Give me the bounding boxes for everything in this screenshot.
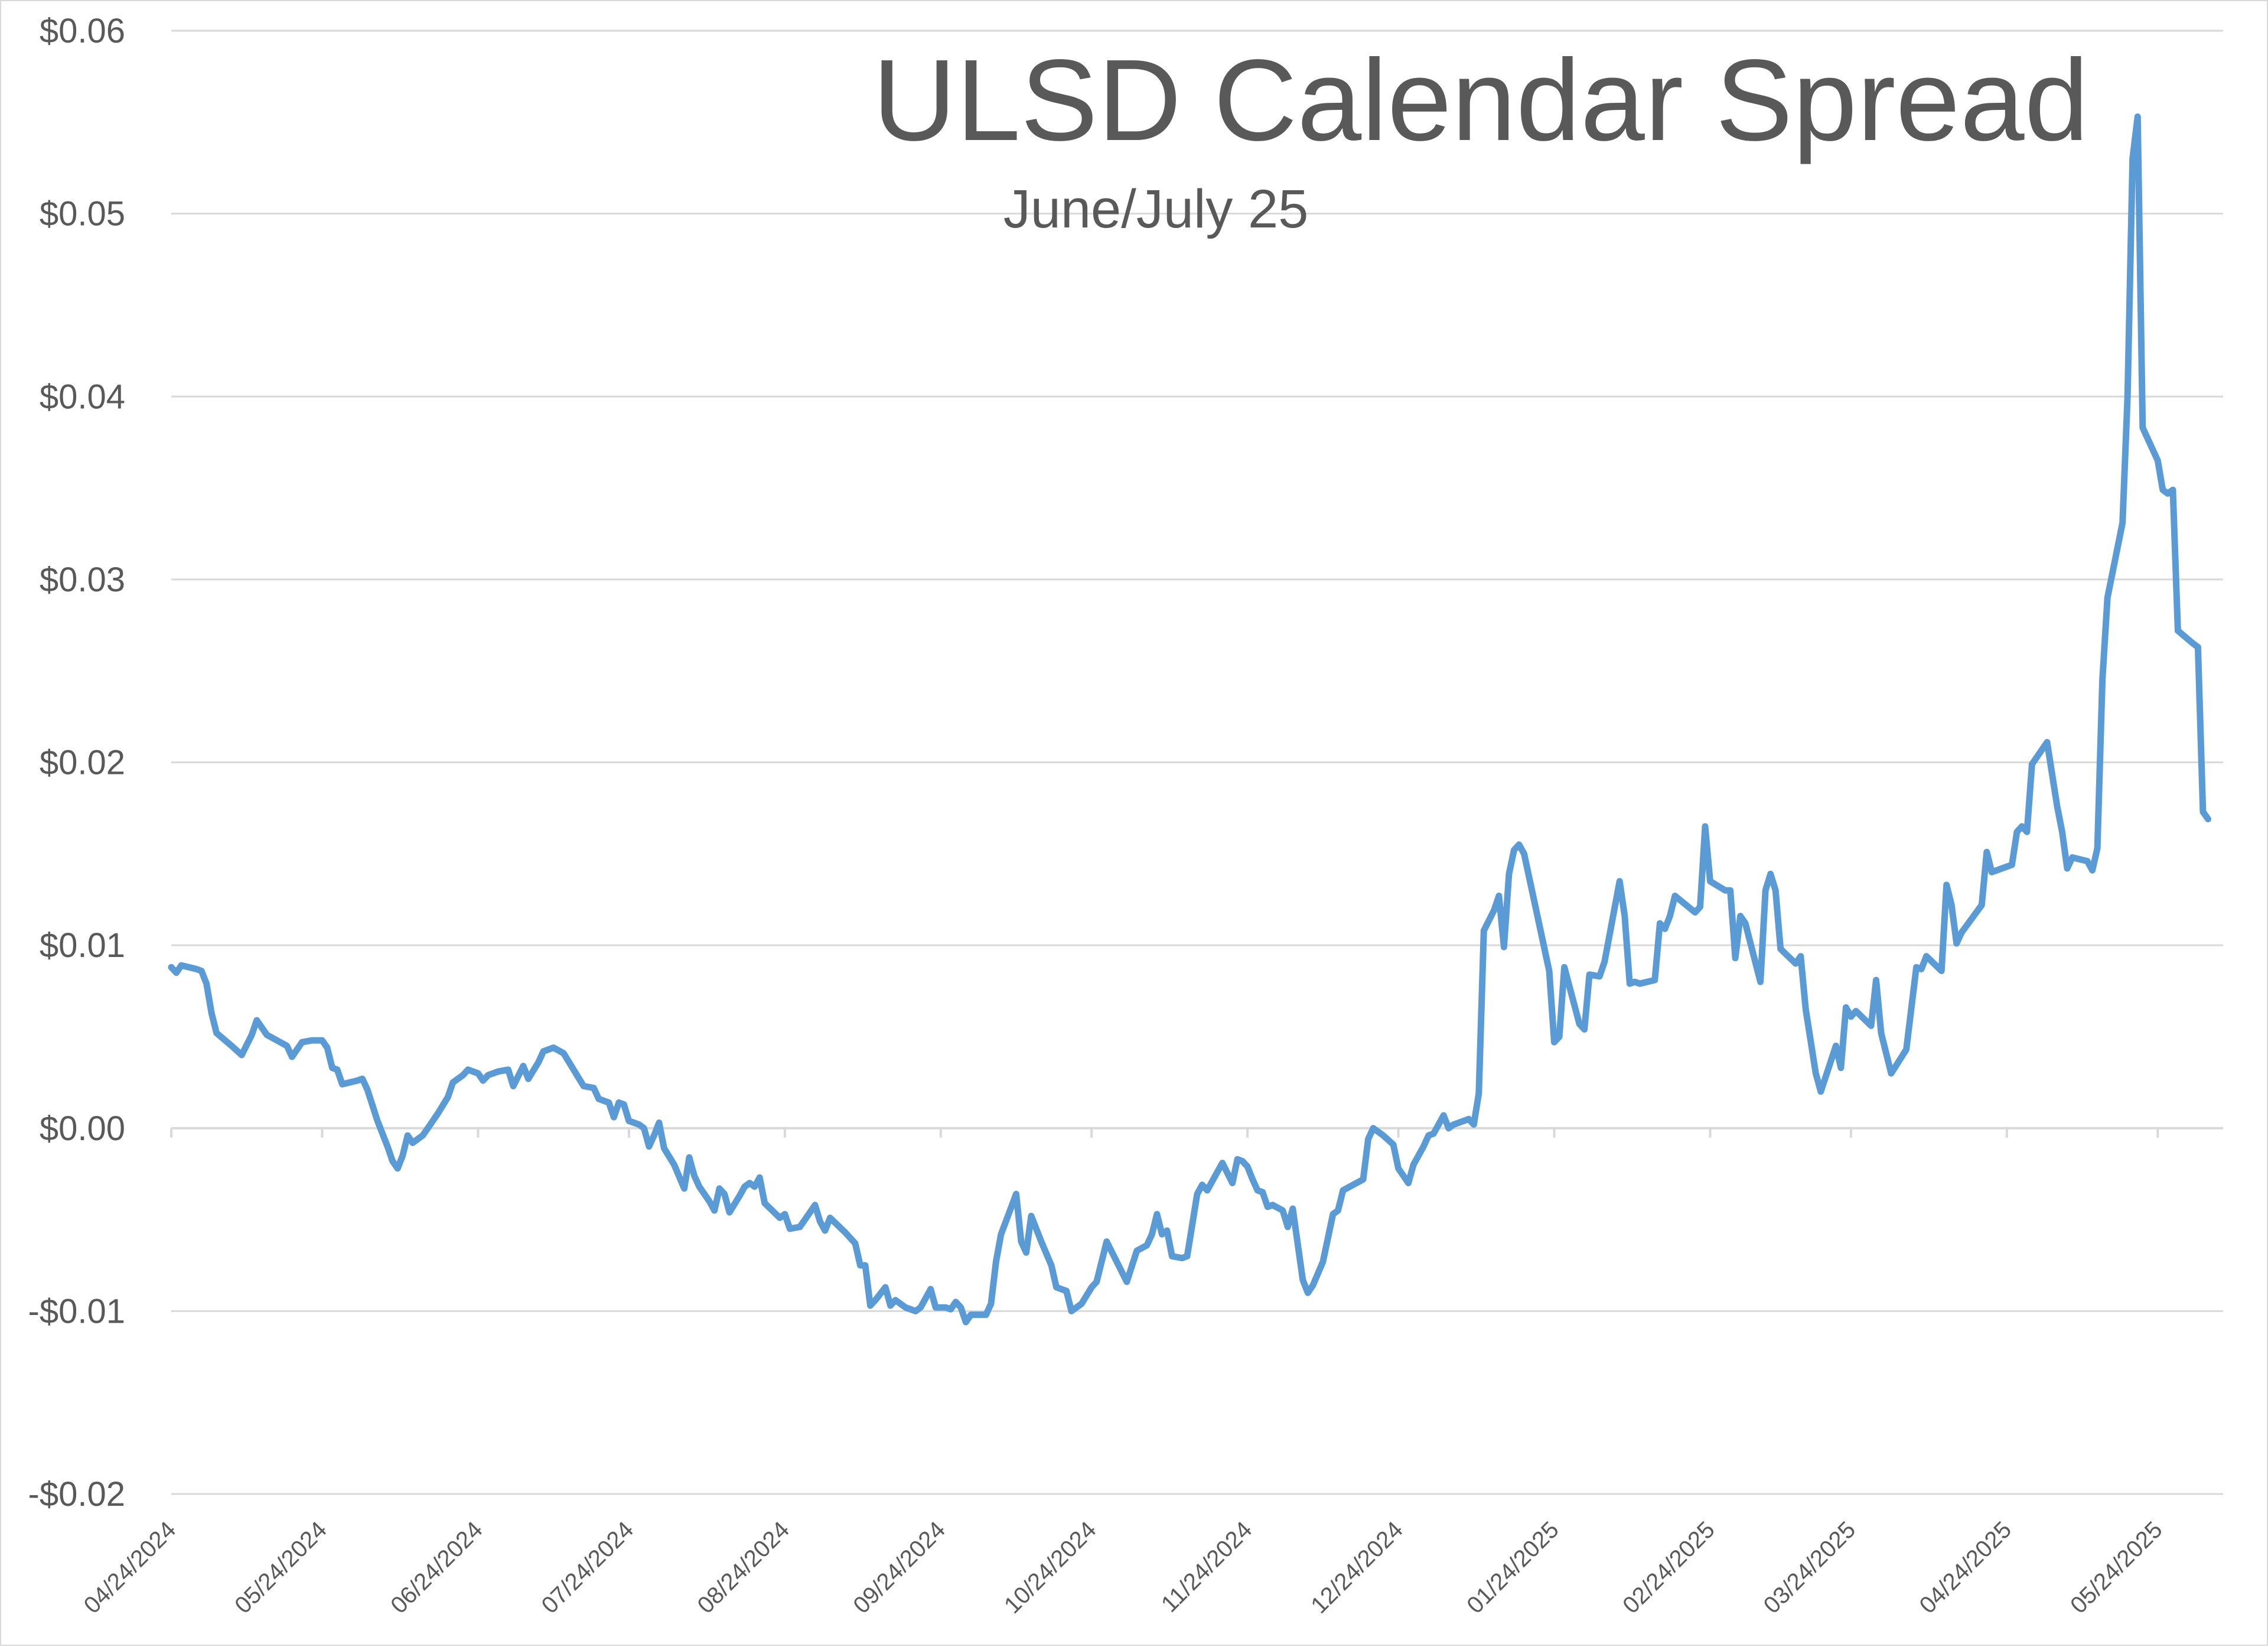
x-axis [170,1127,2223,1138]
y-tick-label: $0.01 [40,926,125,965]
x-tick-label: 01/24/2025 [1462,1516,1564,1619]
x-tick-label: 08/24/2024 [692,1516,794,1619]
x-tick-label: 02/24/2025 [1618,1516,1720,1619]
x-tick-label: 04/24/2025 [1915,1516,2017,1619]
x-tick-label: 05/24/2024 [230,1516,332,1619]
y-axis-tick-labels: $0.06 $0.05 $0.04 $0.03 $0.02 $0.01 $0.00 -$0.0… [28,12,125,1513]
chart-title: ULSD Calendar Spread [872,35,2089,165]
chart-subtitle: June/July 25 [1003,179,1309,239]
x-tick-label: 05/24/2025 [2065,1516,2168,1619]
x-tick-label: 11/24/2024 [1156,1516,1257,1617]
y-tick-label: $0.05 [40,195,125,233]
x-tick-label: 10/24/2024 [999,1516,1102,1619]
x-tick-label: 07/24/2024 [537,1516,639,1619]
y-tick-label: -$0.01 [28,1292,125,1330]
y-tick-label: $0.04 [40,377,125,416]
y-tick-label: $0.03 [40,561,125,599]
x-axis-tick-labels: 04/24/2024 05/24/2024 06/24/2024 07/24/2024… [79,1516,2168,1619]
gridlines [171,30,2223,1495]
x-tick-label: 12/24/2024 [1306,1516,1408,1619]
x-tick-label: 03/24/2025 [1759,1516,1861,1619]
y-tick-label: $0.00 [40,1109,125,1148]
x-tick-label: 04/24/2024 [79,1516,181,1619]
y-tick-label: $0.06 [40,12,125,50]
y-tick-label: $0.02 [40,744,125,782]
x-tick-label: 06/24/2024 [386,1516,488,1619]
y-tick-label: -$0.02 [28,1475,125,1513]
x-tick-label: 09/24/2024 [848,1516,950,1619]
series-layer [168,113,2211,1326]
series-line-0 [168,113,2211,1326]
